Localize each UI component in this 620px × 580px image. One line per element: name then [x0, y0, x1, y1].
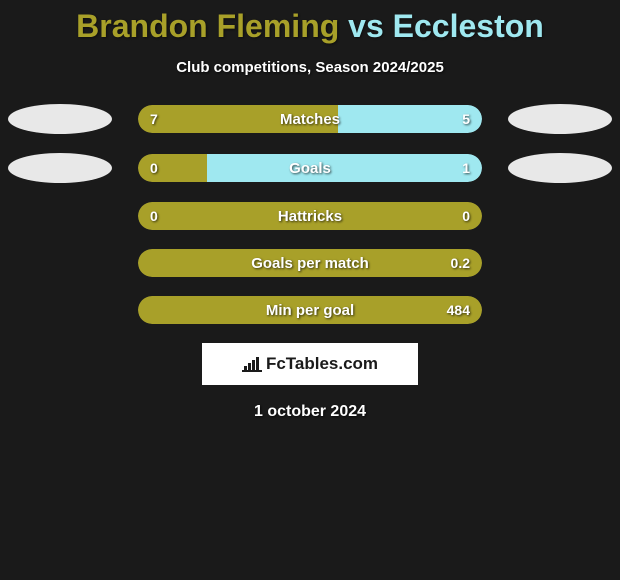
- stat-row: 0.2Goals per match: [0, 249, 620, 277]
- stat-row: 00Hattricks: [0, 202, 620, 230]
- subtitle: Club competitions, Season 2024/2025: [0, 59, 620, 76]
- stat-bar: 01Goals: [138, 154, 482, 182]
- title-player1: Brandon Fleming: [76, 8, 339, 44]
- stat-bar: 484Min per goal: [138, 296, 482, 324]
- stat-row: 484Min per goal: [0, 296, 620, 324]
- stat-label: Matches: [138, 105, 482, 133]
- logo: FcTables.com: [242, 354, 378, 374]
- player1-oval: [8, 153, 112, 183]
- stat-label: Min per goal: [138, 296, 482, 324]
- player1-oval: [8, 104, 112, 134]
- player2-oval: [508, 153, 612, 183]
- comparison-infographic: Brandon Fleming vs Eccleston Club compet…: [0, 0, 620, 421]
- date: 1 october 2024: [0, 403, 620, 421]
- player2-oval: [508, 104, 612, 134]
- stat-row: 01Goals: [0, 153, 620, 183]
- stat-bar: 75Matches: [138, 105, 482, 133]
- stat-bar: 0.2Goals per match: [138, 249, 482, 277]
- title-vs: vs: [348, 8, 384, 44]
- logo-box: FcTables.com: [202, 343, 418, 385]
- page-title: Brandon Fleming vs Eccleston: [0, 8, 620, 45]
- title-player2: Eccleston: [393, 8, 544, 44]
- stats-container: 75Matches 01Goals 00Hattricks 0.2Goals per …: [0, 104, 620, 324]
- logo-text: FcTables.com: [266, 354, 378, 374]
- stat-bar: 00Hattricks: [138, 202, 482, 230]
- stat-row: 75Matches: [0, 104, 620, 134]
- chart-icon: [242, 356, 262, 372]
- stat-label: Goals per match: [138, 249, 482, 277]
- stat-label: Goals: [138, 154, 482, 182]
- stat-label: Hattricks: [138, 202, 482, 230]
